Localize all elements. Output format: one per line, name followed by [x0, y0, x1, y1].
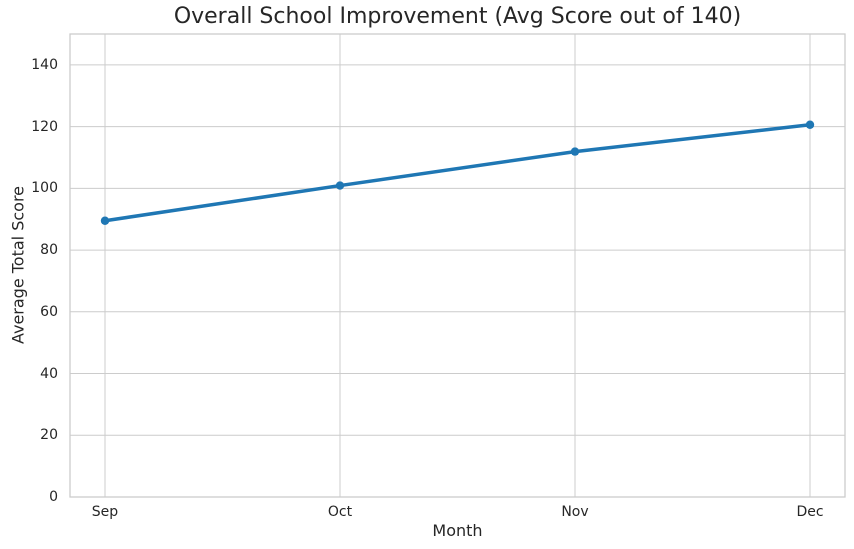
chart-title: Overall School Improvement (Avg Score ou…: [173, 4, 742, 29]
data-point-marker: [100, 216, 110, 225]
y-tick-label: 100: [31, 180, 58, 197]
x-tick-label: Dec: [796, 504, 824, 520]
x-tick-label: Nov: [561, 504, 589, 520]
y-tick-label: 80: [40, 242, 58, 259]
x-tick-label: Sep: [91, 504, 119, 520]
y-tick-label: 120: [31, 118, 58, 135]
x-tick-label: Oct: [327, 504, 353, 520]
y-axis-label: Average Total Score: [8, 185, 28, 345]
x-axis-label: Month: [432, 521, 483, 540]
y-tick-label: 60: [40, 303, 58, 320]
data-point-marker: [570, 147, 580, 156]
y-tick-label: 140: [31, 56, 58, 73]
data-point-marker: [335, 181, 345, 190]
trend-line: [103, 122, 812, 223]
data-point-marker: [805, 120, 815, 129]
y-tick-label: 0: [49, 489, 58, 505]
y-tick-label: 40: [40, 365, 58, 382]
plot-border: [69, 33, 846, 498]
y-tick-label: 20: [40, 427, 58, 444]
